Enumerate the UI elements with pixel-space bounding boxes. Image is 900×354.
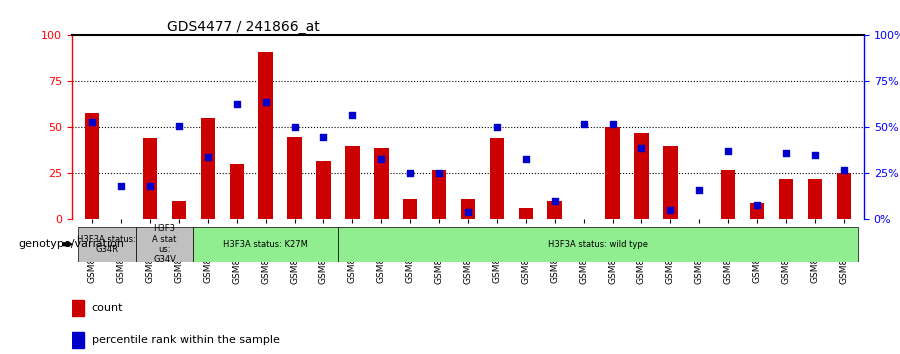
Bar (663, 146, 678, 219)
Bar (634, 133, 649, 219)
Point (606, 121, 620, 127)
Point (114, 183, 129, 189)
Bar (201, 118, 215, 219)
Bar (518, 209, 533, 219)
Point (461, 209, 475, 215)
Point (778, 150, 793, 156)
Text: count: count (92, 303, 123, 313)
Bar (721, 170, 735, 219)
FancyBboxPatch shape (194, 227, 338, 262)
Bar (374, 148, 389, 219)
Point (547, 198, 562, 204)
Text: percentile rank within the sample: percentile rank within the sample (92, 335, 280, 345)
Point (663, 207, 678, 213)
Point (230, 101, 244, 106)
Bar (72, 332, 84, 348)
Bar (316, 161, 330, 219)
Text: H3F3A status:
G34R: H3F3A status: G34R (77, 235, 136, 254)
Point (634, 145, 649, 150)
Point (490, 125, 504, 130)
Bar (287, 137, 302, 219)
Point (172, 123, 186, 129)
Bar (85, 113, 100, 219)
Bar (490, 138, 504, 219)
Point (432, 171, 446, 176)
Text: H3F3A status: K27M: H3F3A status: K27M (223, 240, 308, 249)
Point (85, 119, 99, 125)
FancyBboxPatch shape (77, 227, 136, 262)
Bar (547, 201, 562, 219)
Point (721, 149, 735, 154)
Point (346, 112, 360, 118)
Point (807, 152, 822, 158)
Bar (432, 170, 446, 219)
Bar (461, 199, 475, 219)
Point (403, 171, 418, 176)
Bar (72, 300, 84, 316)
Bar (750, 203, 764, 219)
Point (143, 183, 157, 189)
Point (258, 99, 273, 104)
Bar (143, 138, 157, 219)
Point (692, 187, 706, 193)
Point (316, 134, 330, 139)
Bar (778, 179, 793, 219)
Bar (403, 199, 418, 219)
Point (518, 156, 533, 161)
Bar (230, 164, 244, 219)
Text: H3F3A status: wild type: H3F3A status: wild type (548, 240, 648, 249)
Bar (346, 146, 360, 219)
Bar (172, 201, 186, 219)
Point (576, 121, 590, 127)
FancyBboxPatch shape (338, 227, 859, 262)
Point (287, 125, 302, 130)
Bar (606, 127, 620, 219)
Point (374, 156, 389, 161)
Point (201, 154, 215, 160)
Bar (258, 52, 273, 219)
Bar (836, 173, 851, 219)
FancyBboxPatch shape (136, 227, 194, 262)
Text: H3F3
A stat
us:
G34V: H3F3 A stat us: G34V (152, 224, 176, 264)
Point (837, 167, 851, 173)
Text: GDS4477 / 241866_at: GDS4477 / 241866_at (167, 21, 320, 34)
Point (750, 202, 764, 207)
Bar (807, 179, 822, 219)
Text: genotype/variation: genotype/variation (18, 239, 124, 249)
